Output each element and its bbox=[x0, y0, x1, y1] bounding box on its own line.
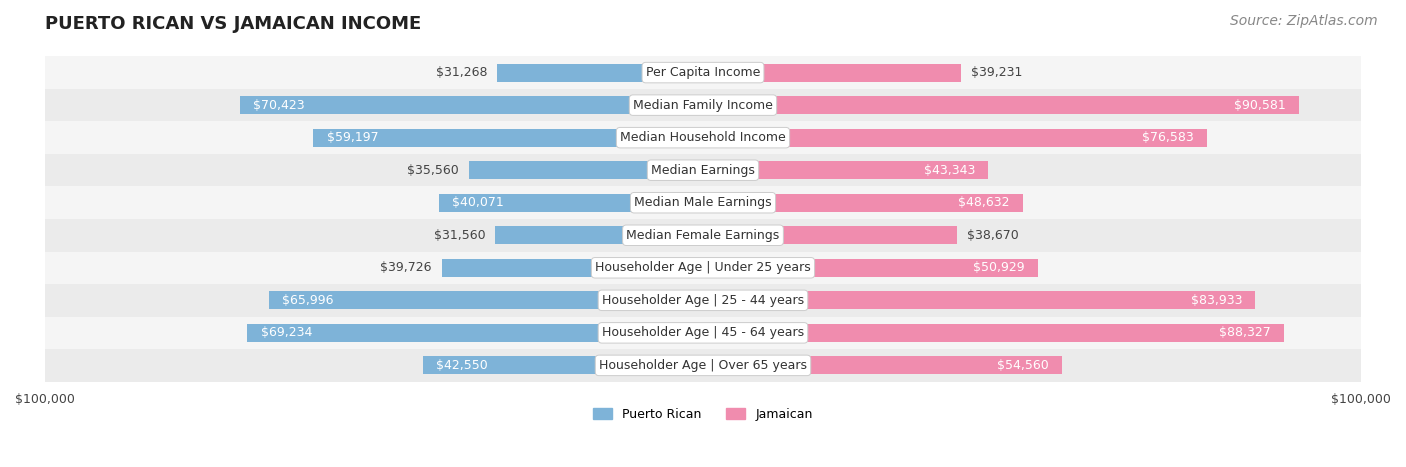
Text: $50,929: $50,929 bbox=[973, 262, 1025, 274]
Bar bbox=[269, 291, 703, 309]
Text: $88,327: $88,327 bbox=[1219, 326, 1271, 340]
Text: Median Earnings: Median Earnings bbox=[651, 164, 755, 177]
Text: $54,560: $54,560 bbox=[997, 359, 1049, 372]
Bar bbox=[45, 57, 1361, 89]
Text: Householder Age | 45 - 64 years: Householder Age | 45 - 64 years bbox=[602, 326, 804, 340]
Bar bbox=[703, 194, 1024, 212]
Bar bbox=[45, 154, 1361, 186]
Bar bbox=[45, 317, 1361, 349]
Text: $83,933: $83,933 bbox=[1191, 294, 1241, 307]
Bar bbox=[703, 226, 957, 244]
Bar bbox=[45, 284, 1361, 317]
Bar bbox=[441, 259, 703, 277]
Bar bbox=[498, 64, 703, 82]
Text: $69,234: $69,234 bbox=[260, 326, 312, 340]
Text: $59,197: $59,197 bbox=[326, 131, 378, 144]
Bar bbox=[703, 96, 1299, 114]
Bar bbox=[239, 96, 703, 114]
Bar bbox=[45, 121, 1361, 154]
Text: $43,343: $43,343 bbox=[924, 164, 976, 177]
Bar bbox=[314, 129, 703, 147]
Bar bbox=[45, 252, 1361, 284]
Bar bbox=[45, 349, 1361, 382]
Text: Median Male Earnings: Median Male Earnings bbox=[634, 196, 772, 209]
Text: Householder Age | Over 65 years: Householder Age | Over 65 years bbox=[599, 359, 807, 372]
Text: Householder Age | Under 25 years: Householder Age | Under 25 years bbox=[595, 262, 811, 274]
Text: $31,560: $31,560 bbox=[434, 229, 485, 242]
Text: $31,268: $31,268 bbox=[436, 66, 488, 79]
Text: Median Household Income: Median Household Income bbox=[620, 131, 786, 144]
Text: $39,231: $39,231 bbox=[972, 66, 1022, 79]
Text: $40,071: $40,071 bbox=[453, 196, 505, 209]
Legend: Puerto Rican, Jamaican: Puerto Rican, Jamaican bbox=[588, 403, 818, 426]
Text: $76,583: $76,583 bbox=[1142, 131, 1194, 144]
Text: Median Family Income: Median Family Income bbox=[633, 99, 773, 112]
Text: $70,423: $70,423 bbox=[253, 99, 304, 112]
Text: $48,632: $48,632 bbox=[959, 196, 1010, 209]
Bar bbox=[423, 356, 703, 375]
Bar bbox=[703, 291, 1256, 309]
Text: $39,726: $39,726 bbox=[380, 262, 432, 274]
Text: $35,560: $35,560 bbox=[408, 164, 460, 177]
Bar bbox=[703, 324, 1284, 342]
Bar bbox=[45, 186, 1361, 219]
Text: Householder Age | 25 - 44 years: Householder Age | 25 - 44 years bbox=[602, 294, 804, 307]
Text: Median Female Earnings: Median Female Earnings bbox=[627, 229, 779, 242]
Bar bbox=[45, 219, 1361, 252]
Bar bbox=[703, 259, 1038, 277]
Text: $90,581: $90,581 bbox=[1234, 99, 1286, 112]
Bar bbox=[247, 324, 703, 342]
Bar bbox=[495, 226, 703, 244]
Bar bbox=[703, 161, 988, 179]
Bar bbox=[45, 89, 1361, 121]
Bar bbox=[703, 64, 962, 82]
Bar bbox=[703, 356, 1062, 375]
Bar bbox=[703, 129, 1206, 147]
Text: Source: ZipAtlas.com: Source: ZipAtlas.com bbox=[1230, 14, 1378, 28]
Text: PUERTO RICAN VS JAMAICAN INCOME: PUERTO RICAN VS JAMAICAN INCOME bbox=[45, 15, 422, 33]
Text: $42,550: $42,550 bbox=[436, 359, 488, 372]
Text: $65,996: $65,996 bbox=[281, 294, 333, 307]
Text: Per Capita Income: Per Capita Income bbox=[645, 66, 761, 79]
Bar bbox=[470, 161, 703, 179]
Bar bbox=[439, 194, 703, 212]
Text: $38,670: $38,670 bbox=[967, 229, 1019, 242]
